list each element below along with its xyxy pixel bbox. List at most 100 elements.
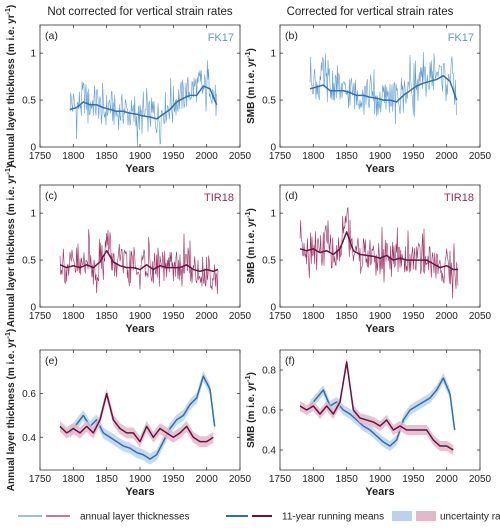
- x-tick-label-f-1850: 1850: [336, 474, 359, 485]
- legend-swatch-band-fk17: [392, 511, 412, 521]
- x-tick-label-e-1900: 1900: [129, 474, 152, 485]
- y-tick-label-e-0.6: 0.6: [22, 389, 36, 400]
- y-tick-label-d-0: 0: [270, 303, 276, 314]
- y-axis-label-c: Annual layer thickness (m i.e. yr-1): [5, 165, 17, 327]
- panels: 1750 1800 1850 1900 1950 2000 2050 0 0.5 1 Years An…: [5, 5, 492, 498]
- running-mean-b-1: [309, 74, 458, 103]
- panel-f: 1750 1800 1850 1900 1950 2000 2050 0.4 0.6 0.8 Yea…: [245, 349, 492, 498]
- panel-b-data: [309, 51, 458, 125]
- x-tick-label-c-1850: 1850: [96, 311, 119, 322]
- x-tick-label-d-1750: 1750: [269, 311, 292, 322]
- x-tick-label-c-1950: 1950: [162, 311, 185, 322]
- panel-a-data: [69, 60, 218, 147]
- y-tick-label-f-0.6: 0.6: [262, 406, 276, 417]
- x-tick-label-f-1900: 1900: [369, 474, 392, 485]
- core-label-c: TIR18: [204, 192, 234, 204]
- x-tick-label-d-2000: 2000: [436, 311, 459, 322]
- y-tick-label-b-1: 1: [270, 49, 276, 60]
- x-tick-label-a-1750: 1750: [29, 151, 52, 162]
- x-tick-label-b-1800: 1800: [302, 151, 325, 162]
- legend-label-mean: 11-year running means: [282, 512, 384, 523]
- panel-a: 1750 1800 1850 1900 1950 2000 2050 0 0.5 1 Years An…: [5, 5, 252, 175]
- core-label-d: TIR18: [444, 192, 474, 204]
- x-tick-label-b-2050: 2050: [469, 151, 492, 162]
- x-tick-label-b-1850: 1850: [336, 151, 359, 162]
- x-axis-label-b: Years: [365, 163, 394, 175]
- y-tick-label-a-1: 1: [30, 49, 36, 60]
- annual-series-b: [309, 51, 457, 125]
- x-tick-label-b-1900: 1900: [369, 151, 392, 162]
- x-tick-label-d-2050: 2050: [469, 311, 492, 322]
- annual-series-d: [299, 207, 459, 299]
- y-axis-label-a: Annual layer thickness (m i.e. yr-1): [5, 5, 17, 167]
- x-tick-label-d-1800: 1800: [302, 311, 325, 322]
- uncertainty-band-e-0: [70, 370, 215, 465]
- core-label-a: FK17: [208, 32, 234, 44]
- y-tick-label-a-0.5: 0.5: [22, 96, 36, 107]
- running-mean-f-1: [299, 361, 454, 451]
- x-axis-label-e: Years: [125, 486, 154, 498]
- running-mean-e-1: [59, 392, 214, 443]
- running-mean-d-1: [299, 231, 459, 271]
- x-tick-label-c-2050: 2050: [229, 311, 252, 322]
- x-tick-label-f-2000: 2000: [436, 474, 459, 485]
- panel-d: 1750 1800 1850 1900 1950 2000 2050 0 0.5 1 Years SM…: [245, 184, 492, 335]
- running-mean-f-0: [309, 377, 456, 447]
- x-tick-label-a-1900: 1900: [129, 151, 152, 162]
- uncertainty-band-f-0: [310, 373, 455, 451]
- running-mean-c-1: [59, 249, 219, 273]
- panel-c-data: [59, 229, 219, 295]
- y-tick-label-b-0: 0: [270, 143, 276, 154]
- x-tick-label-c-1900: 1900: [129, 311, 152, 322]
- y-axis-label-e: Annual layer thickness (m i.e. yr-1): [5, 329, 17, 491]
- y-tick-label-c-0.5: 0.5: [22, 256, 36, 267]
- column-title-left: Not corrected for vertical strain rates: [47, 6, 233, 18]
- x-tick-label-e-1750: 1750: [29, 474, 52, 485]
- x-tick-label-c-1800: 1800: [62, 311, 85, 322]
- y-tick-label-b-0.5: 0.5: [262, 96, 276, 107]
- x-tick-label-e-1800: 1800: [62, 474, 85, 485]
- y-axis-label-d: SMB (m i.e. yr-1): [245, 208, 257, 284]
- x-tick-label-b-2000: 2000: [436, 151, 459, 162]
- x-tick-label-d-1950: 1950: [402, 311, 425, 322]
- panel-d-data: [299, 207, 459, 299]
- y-tick-label-d-1: 1: [270, 209, 276, 220]
- x-tick-label-c-2000: 2000: [196, 311, 219, 322]
- y-tick-label-f-0.8: 0.8: [262, 366, 276, 377]
- x-tick-label-f-1950: 1950: [402, 474, 425, 485]
- y-axis-label-f: SMB (m i.e. yr-1): [245, 372, 257, 448]
- y-tick-label-e-0.4: 0.4: [22, 433, 36, 444]
- column-title-right: Corrected for vertical strain rates: [287, 6, 454, 18]
- legend-label-annual: annual layer thicknesses: [80, 512, 190, 523]
- x-tick-label-e-2000: 2000: [196, 474, 219, 485]
- x-axis-label-d: Years: [365, 323, 394, 335]
- y-tick-label-c-1: 1: [30, 209, 36, 220]
- running-mean-a-1: [69, 85, 218, 120]
- legend: annual layer thicknesses 11-year running …: [18, 511, 500, 523]
- panel-e-data: [59, 370, 216, 465]
- x-tick-label-f-2050: 2050: [469, 474, 492, 485]
- panel-e: 1750 1800 1850 1900 1950 2000 2050 0.4 0.6 Years A…: [5, 329, 252, 498]
- x-tick-label-a-1800: 1800: [62, 151, 85, 162]
- x-tick-label-b-1750: 1750: [269, 151, 292, 162]
- x-tick-label-a-2000: 2000: [196, 151, 219, 162]
- x-tick-label-e-1950: 1950: [162, 474, 185, 485]
- x-tick-label-e-2050: 2050: [229, 474, 252, 485]
- panel-label-c: (c): [45, 190, 57, 202]
- y-tick-label-a-0: 0: [30, 143, 36, 154]
- core-label-b: FK17: [448, 32, 474, 44]
- panel-label-b: (b): [285, 30, 298, 42]
- x-axis-label-a: Years: [125, 163, 154, 175]
- legend-swatch-band-tir18: [416, 511, 436, 521]
- annual-series-a: [69, 60, 217, 147]
- panel-label-a: (a): [45, 30, 58, 42]
- x-axis-label-c: Years: [125, 323, 154, 335]
- x-tick-label-d-1900: 1900: [369, 311, 392, 322]
- uncertainty-band-e-1: [60, 388, 214, 448]
- y-tick-label-f-0.4: 0.4: [262, 446, 276, 457]
- x-tick-label-b-1950: 1950: [402, 151, 425, 162]
- panel-label-f: (f): [285, 355, 295, 367]
- panel-label-d: (d): [285, 190, 298, 202]
- y-tick-label-c-0: 0: [30, 303, 36, 314]
